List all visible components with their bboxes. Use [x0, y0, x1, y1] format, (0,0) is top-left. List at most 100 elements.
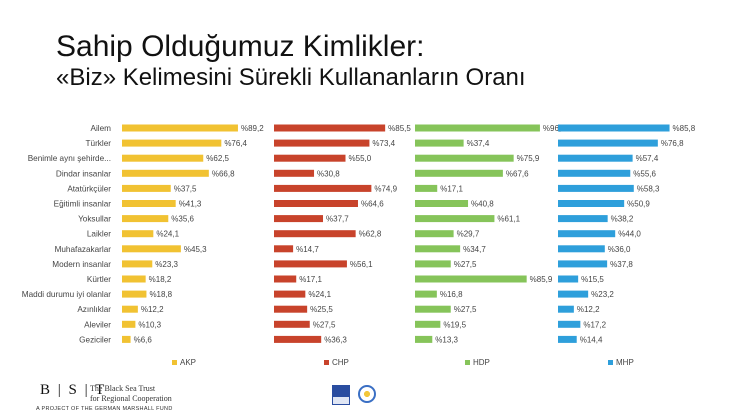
data-label: %24,1 [156, 230, 179, 239]
data-label: %15,5 [581, 275, 604, 284]
bar-mhp [558, 260, 608, 268]
bar-chp [274, 200, 358, 207]
bar-hdp [415, 124, 540, 132]
org-name-line1: The Black Sea Trust [90, 384, 156, 393]
bar-chp [274, 124, 386, 132]
data-label: %13,3 [435, 335, 458, 344]
data-label: %18,2 [149, 275, 172, 284]
category-label: Geziciler [79, 335, 111, 344]
data-label: %62,8 [359, 230, 382, 239]
category-label: Laikler [87, 230, 111, 239]
data-label: %29,7 [457, 230, 480, 239]
bar-chp [274, 184, 372, 192]
category-label: Eğitimli insanlar [54, 200, 112, 209]
data-label: %36,3 [324, 335, 347, 344]
data-label: %55,0 [349, 154, 372, 163]
data-label: %62,5 [206, 154, 229, 163]
data-label: %19,5 [443, 320, 466, 329]
data-label: %12,2 [577, 305, 600, 314]
bar-chp [274, 215, 324, 223]
bar-mhp [558, 230, 616, 238]
data-label: %50,9 [627, 200, 650, 209]
bar-akp [122, 184, 171, 192]
data-label: %18,8 [149, 290, 172, 299]
bar-akp [122, 215, 169, 223]
data-label: %27,5 [454, 260, 477, 269]
data-label: %17,2 [583, 320, 606, 329]
data-label: %27,5 [454, 305, 477, 314]
data-label: %17,1 [299, 275, 322, 284]
bar-chp [274, 260, 347, 268]
data-label: %61,1 [497, 215, 520, 224]
legend-label-chp: CHP [332, 358, 349, 367]
bar-chp [274, 305, 308, 313]
data-label: %14,4 [580, 335, 603, 344]
data-label: %36,0 [608, 245, 631, 254]
legend-label-hdp: HDP [473, 358, 490, 367]
bar-akp [122, 335, 131, 343]
data-label: %34,7 [463, 245, 486, 254]
bar-chp [274, 245, 294, 253]
bar-akp [122, 139, 222, 147]
partner-logo-seal-icon [358, 385, 376, 403]
data-label: %6,6 [134, 335, 153, 344]
category-label: Modern insanlar [52, 260, 111, 269]
bar-hdp [415, 184, 438, 192]
legend-swatch-chp [324, 360, 329, 365]
bar-mhp [558, 245, 605, 253]
bar-hdp [415, 215, 495, 223]
data-label: %38,2 [611, 215, 634, 224]
bar-mhp [558, 215, 608, 223]
bar-mhp [558, 335, 577, 343]
data-label: %37,7 [326, 215, 349, 224]
bar-hdp [415, 335, 433, 343]
data-label: %89,2 [241, 124, 264, 133]
bar-akp [122, 230, 154, 238]
data-label: %58,3 [637, 184, 660, 193]
bar-mhp [558, 124, 670, 132]
bar-mhp [558, 275, 579, 283]
legend-label-mhp: MHP [616, 358, 634, 367]
data-label: %85,9 [530, 275, 553, 284]
bar-chp [274, 230, 356, 238]
page-title: Sahip Olduğumuz Kimlikler: [56, 30, 425, 63]
bar-chp [274, 139, 370, 147]
category-label: Dindar insanlar [56, 169, 111, 178]
data-label: %64,6 [361, 200, 384, 209]
bar-hdp [415, 320, 441, 328]
data-label: %37,5 [174, 184, 197, 193]
bar-akp [122, 200, 176, 207]
data-label: %56,1 [350, 260, 373, 269]
bar-akp [122, 260, 153, 268]
data-label: %27,5 [313, 320, 336, 329]
bar-akp [122, 154, 204, 162]
bar-hdp [415, 275, 527, 283]
bar-hdp [415, 139, 464, 147]
data-label: %37,4 [467, 139, 490, 148]
bar-mhp [558, 200, 625, 207]
bar-akp [122, 305, 138, 313]
bar-hdp [415, 169, 503, 177]
data-label: %55,6 [633, 169, 656, 178]
data-label: %66,8 [212, 169, 235, 178]
data-label: %44,0 [618, 230, 641, 239]
bar-hdp [415, 200, 469, 207]
category-label: Kürtler [87, 275, 111, 284]
data-label: %85,5 [388, 124, 411, 133]
data-label: %73,4 [372, 139, 395, 148]
bar-mhp [558, 154, 633, 162]
data-label: %45,3 [184, 245, 207, 254]
category-label: Muhafazakarlar [55, 245, 112, 254]
bar-hdp [415, 230, 454, 238]
data-label: %41,3 [179, 200, 202, 209]
bar-akp [122, 169, 209, 177]
bar-mhp [558, 139, 658, 147]
data-label: %12,2 [141, 305, 164, 314]
data-label: %40,8 [471, 200, 494, 209]
data-label: %76,4 [224, 139, 247, 148]
data-label: %24,1 [308, 290, 331, 299]
project-line: A PROJECT OF THE GERMAN MARSHALL FUND [36, 406, 173, 412]
bar-hdp [415, 290, 437, 298]
bar-chp [274, 335, 322, 343]
